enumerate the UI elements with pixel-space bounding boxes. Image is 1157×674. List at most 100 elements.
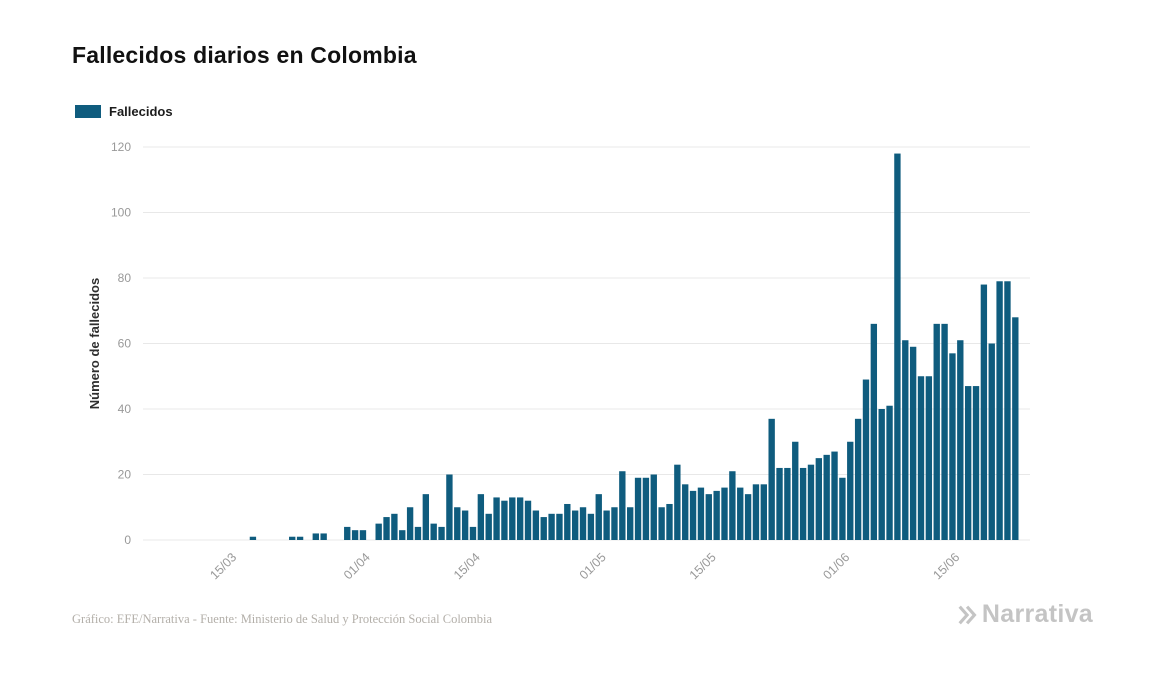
y-tick-label: 120: [111, 140, 131, 154]
bar: [902, 340, 909, 540]
bar: [933, 323, 940, 540]
bar: [925, 376, 933, 540]
bar: [524, 500, 532, 540]
bar: [760, 484, 767, 540]
bar: [996, 281, 1003, 540]
bar: [1012, 317, 1019, 540]
bar: [839, 477, 846, 540]
narrativa-logo-mark: [958, 605, 977, 624]
bar: [721, 487, 728, 540]
bar: [383, 517, 390, 540]
bar: [634, 477, 642, 540]
x-tick-label: 01/05: [577, 550, 609, 582]
x-tick-label: 15/06: [930, 550, 962, 582]
bar: [493, 497, 500, 540]
y-tick-label: 0: [124, 533, 131, 547]
bar: [289, 536, 296, 540]
legend-swatch: [75, 105, 101, 118]
daily-deaths-bar-chart: 0 20 40 60 80 100 120 15/03 01/04 15/04 01/05 15/05…: [87, 140, 1030, 582]
bar: [587, 513, 595, 540]
bar: [540, 517, 547, 540]
bar: [870, 323, 878, 540]
bar: [375, 523, 382, 541]
bar: [658, 507, 665, 540]
x-tick-label: 01/06: [820, 550, 852, 582]
x-tick-label: 15/03: [207, 550, 239, 582]
y-axis-title: Número de fallecidos: [87, 278, 102, 409]
bar: [422, 494, 430, 540]
y-tick-label: 20: [118, 468, 132, 482]
bar: [477, 494, 485, 540]
bar: [792, 441, 799, 540]
bar: [807, 464, 815, 540]
x-tick-label: 15/05: [687, 550, 719, 582]
bar: [571, 510, 579, 540]
bar: [501, 500, 508, 540]
bar: [784, 467, 791, 540]
narrativa-logo: Narrativa: [956, 600, 1093, 629]
bar: [1004, 281, 1011, 540]
bar: [603, 510, 610, 540]
chart-title: Fallecidos diarios en Colombia: [72, 42, 417, 68]
bar: [862, 379, 870, 540]
bar: [674, 464, 681, 540]
bar: [532, 510, 540, 540]
x-tick-label: 01/04: [341, 550, 373, 582]
bar: [548, 513, 555, 540]
bar: [705, 494, 712, 540]
bar: [776, 467, 783, 540]
bar: [619, 471, 626, 540]
bar: [831, 451, 838, 540]
bar: [485, 513, 492, 540]
bar: [344, 526, 351, 540]
bar: [391, 513, 398, 540]
legend-label: Fallecidos: [109, 104, 173, 119]
bar: [611, 507, 618, 540]
narrativa-logo-text: Narrativa: [981, 600, 1093, 628]
bar: [917, 376, 925, 540]
bar: [886, 405, 893, 540]
bar: [446, 474, 453, 540]
bar: [430, 523, 437, 541]
legend: Fallecidos: [75, 104, 173, 119]
bar: [414, 526, 422, 540]
y-tick-label: 80: [118, 271, 132, 285]
bar: [320, 533, 327, 540]
bar: [642, 477, 650, 540]
bar: [964, 386, 972, 540]
bar: [752, 484, 760, 540]
bar: [516, 497, 524, 540]
bar: [249, 536, 257, 540]
bar: [713, 490, 720, 541]
bar: [509, 497, 516, 540]
source-credit: Gráfico: EFE/Narrativa - Fuente: Ministe…: [72, 612, 493, 626]
x-tick-label: 15/04: [451, 550, 483, 582]
bar: [949, 353, 956, 540]
bar: [815, 458, 822, 541]
bar: [823, 454, 830, 540]
bar: [650, 474, 657, 540]
bar: [768, 418, 775, 540]
bar: [744, 494, 752, 540]
bar: [296, 536, 304, 540]
bar: [878, 409, 885, 540]
bar: [351, 530, 359, 540]
bar: [941, 323, 948, 540]
bar: [799, 467, 807, 540]
bar: [854, 418, 862, 540]
bar: [627, 507, 634, 540]
bar: [697, 487, 705, 540]
bar: [579, 507, 587, 540]
bar: [729, 471, 736, 540]
bar: [682, 484, 689, 540]
bar: [556, 513, 563, 540]
bar: [399, 530, 406, 540]
bar: [847, 441, 854, 540]
bar: [909, 346, 917, 540]
bar: [988, 343, 995, 540]
bar: [461, 510, 469, 540]
bar: [689, 490, 697, 541]
y-tick-label: 100: [111, 206, 131, 220]
y-tick-label: 40: [118, 402, 132, 416]
y-tick-label: 60: [118, 337, 132, 351]
